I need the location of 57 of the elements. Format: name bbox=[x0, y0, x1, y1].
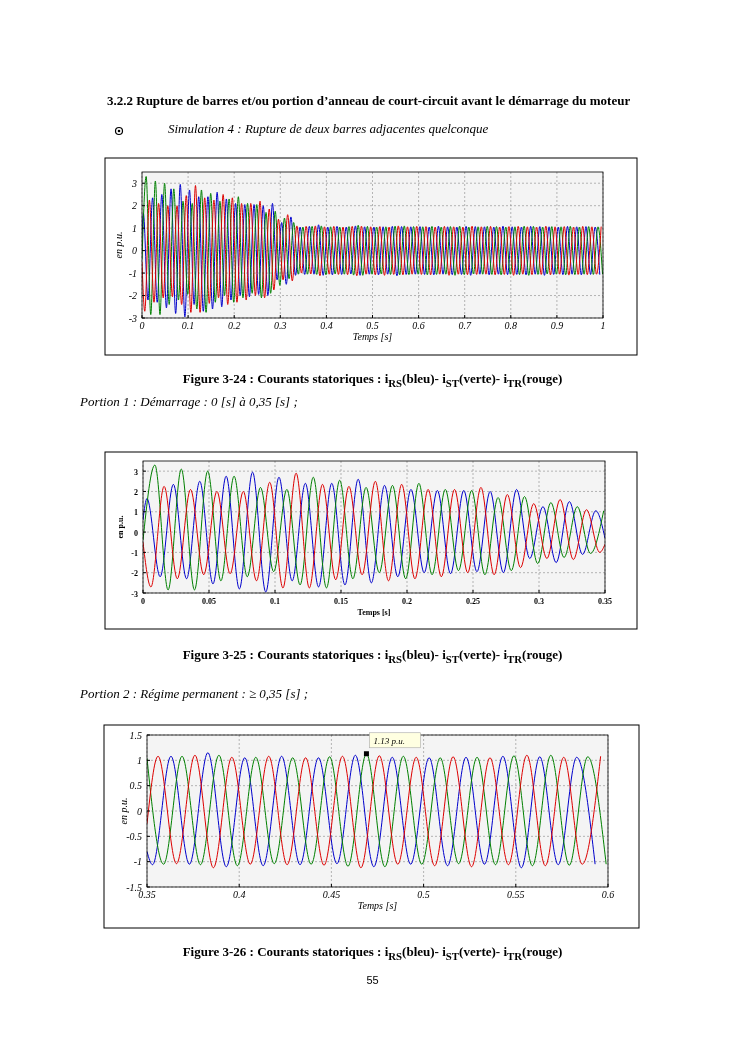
y-tick-label: 0 bbox=[134, 528, 138, 538]
x-tick-label: 0.2 bbox=[402, 597, 412, 606]
y-tick-label: 2 bbox=[132, 200, 137, 212]
x-tick-label: 0.55 bbox=[507, 889, 525, 900]
x-tick-label: 0.25 bbox=[466, 597, 480, 606]
x-tick-label: 0.15 bbox=[334, 597, 348, 606]
y-tick-label: -1 bbox=[133, 856, 142, 868]
y-tick-label: 1 bbox=[132, 222, 137, 234]
y-axis-title: en p.u. bbox=[116, 515, 125, 539]
x-tick-label: 0.45 bbox=[322, 889, 341, 900]
x-tick-label: 0.3 bbox=[534, 597, 544, 606]
y-tick-label: 1 bbox=[137, 754, 142, 766]
x-tick-label: 0.9 bbox=[550, 320, 564, 331]
x-tick-label: 0.6 bbox=[601, 889, 615, 900]
y-tick-label: -3 bbox=[131, 589, 138, 599]
y-tick-label: 3 bbox=[131, 177, 137, 189]
y-tick-label: 1.5 bbox=[129, 729, 142, 741]
x-tick-label: 0.1 bbox=[181, 320, 195, 331]
y-tick-label: 3 bbox=[134, 467, 138, 477]
x-tick-label: 0.05 bbox=[202, 597, 216, 606]
x-tick-label: 0.7 bbox=[458, 320, 472, 331]
x-tick-label: 0.3 bbox=[274, 320, 287, 331]
annotation: 1.13 p.u. bbox=[373, 735, 405, 746]
y-axis-title: en p.u. bbox=[118, 797, 129, 825]
x-tick-label: 0.6 bbox=[412, 320, 425, 331]
y-tick-label: -1 bbox=[131, 548, 138, 558]
y-tick-label: 2 bbox=[134, 487, 138, 497]
caption: Figure 3-26 : Courants statoriques : i$_{RS}$(bleu)- i$_{ST}$(verte)- i$_{TR}$(rouge) bbox=[181, 944, 564, 962]
x-tick-label: 0.5 bbox=[366, 320, 379, 331]
x-tick-label: 1 bbox=[600, 320, 606, 331]
y-axis-title: en p.u. bbox=[113, 231, 124, 259]
x-tick-label: 0.35 bbox=[598, 597, 612, 606]
x-tick-label: 0.2 bbox=[227, 320, 241, 331]
chart-title: Portion 2 : Régime permanent : ≥ 0,35 [s] ; bbox=[80, 686, 310, 702]
y-tick-label: -1 bbox=[128, 267, 137, 279]
y-tick-label: 0 bbox=[137, 805, 142, 817]
x-tick-label: 0.8 bbox=[504, 320, 518, 331]
text: 55 bbox=[365, 974, 380, 986]
y-tick-label: 1 bbox=[134, 508, 138, 518]
caption: Figure 3-25 : Courants statoriques : i$_{RS}$(bleu)- i$_{ST}$(verte)- i$_{TR}$(rouge) bbox=[181, 647, 564, 665]
chart-subtitle: Simulation 4 : Rupture de deux barres adjacentes quelconque bbox=[168, 121, 490, 137]
caption: Figure 3-24 : Courants statoriques : i$_{RS}$(bleu)- i$_{ST}$(verte)- i$_{TR}$(rouge) bbox=[181, 371, 564, 389]
x-tick-label: 0.4 bbox=[232, 889, 246, 900]
x-tick-label: 0.5 bbox=[417, 889, 430, 900]
x-tick-label: 0.1 bbox=[270, 597, 280, 606]
x-tick-label: 0.4 bbox=[320, 320, 333, 331]
chart-title: 3.2.2 Rupture de barres et/ou portion d’anneau de court-circuit avant le démarrage du moteur bbox=[107, 92, 632, 110]
chart-title: Portion 1 : Démarrage : 0 [s] à 0,35 [s] ; bbox=[80, 394, 299, 410]
x-axis-title: Temps [s] bbox=[357, 608, 391, 617]
y-tick-label: 0.5 bbox=[129, 780, 142, 792]
y-tick-label: -2 bbox=[131, 569, 138, 579]
x-axis-title: Temps [s] bbox=[352, 331, 393, 342]
y-tick-label: -0.5 bbox=[126, 830, 142, 842]
y-tick-label: -3 bbox=[128, 312, 137, 324]
y-tick-label: -2 bbox=[128, 290, 137, 302]
y-tick-label: 0 bbox=[132, 245, 137, 257]
x-axis-title: Temps [s] bbox=[357, 900, 398, 911]
